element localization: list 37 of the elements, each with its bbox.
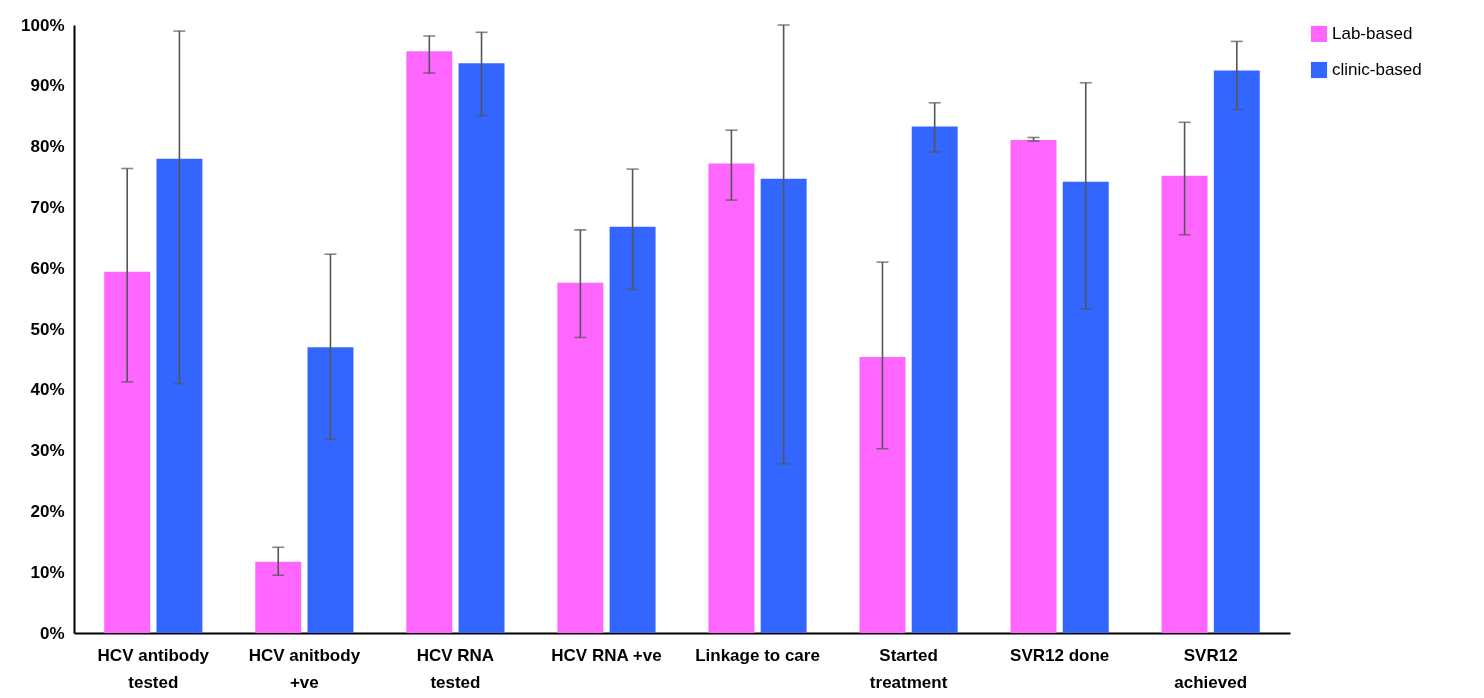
bar <box>760 178 807 633</box>
x-tick-label: HCV anitbody +ve <box>248 645 361 692</box>
y-tick-label: 50% <box>30 319 65 339</box>
y-tick-label: 20% <box>30 501 65 521</box>
x-tick-label: Linkage to care <box>695 645 820 665</box>
y-tick-label: 10% <box>30 562 65 582</box>
x-tick-label: HCV RNA tested <box>416 645 495 692</box>
bar <box>708 163 755 633</box>
bar <box>1213 70 1260 633</box>
y-tick-label: 40% <box>30 380 65 400</box>
bar <box>255 561 302 633</box>
bar <box>557 282 604 633</box>
y-tick-label: 90% <box>30 76 65 96</box>
y-tick-label: 80% <box>30 137 65 157</box>
x-tick-label: HCV RNA +ve <box>551 645 662 665</box>
bar <box>406 51 453 633</box>
legend-label: Lab-based <box>1332 24 1413 43</box>
bar <box>859 356 906 633</box>
bar <box>1062 181 1109 633</box>
bar <box>458 63 505 633</box>
y-tick-label: 60% <box>30 258 65 278</box>
bar <box>307 347 354 633</box>
bar <box>104 271 151 633</box>
y-tick-label: 100% <box>21 15 65 35</box>
x-tick-label: SVR12 done <box>1010 645 1110 665</box>
legend-label: clinic-based <box>1332 60 1422 79</box>
x-tick-label: Started treatment <box>869 645 948 692</box>
bar <box>156 158 203 633</box>
x-tick-label: SVR12 achieved <box>1174 645 1248 692</box>
y-tick-label: 0% <box>39 623 65 643</box>
y-tick-label: 70% <box>30 197 65 217</box>
bar <box>1010 139 1057 633</box>
x-tick-label: HCV antibody tested <box>97 645 210 692</box>
bar <box>609 226 656 633</box>
bar <box>911 126 958 633</box>
y-tick-label: 30% <box>30 441 65 461</box>
bar <box>1161 175 1208 633</box>
